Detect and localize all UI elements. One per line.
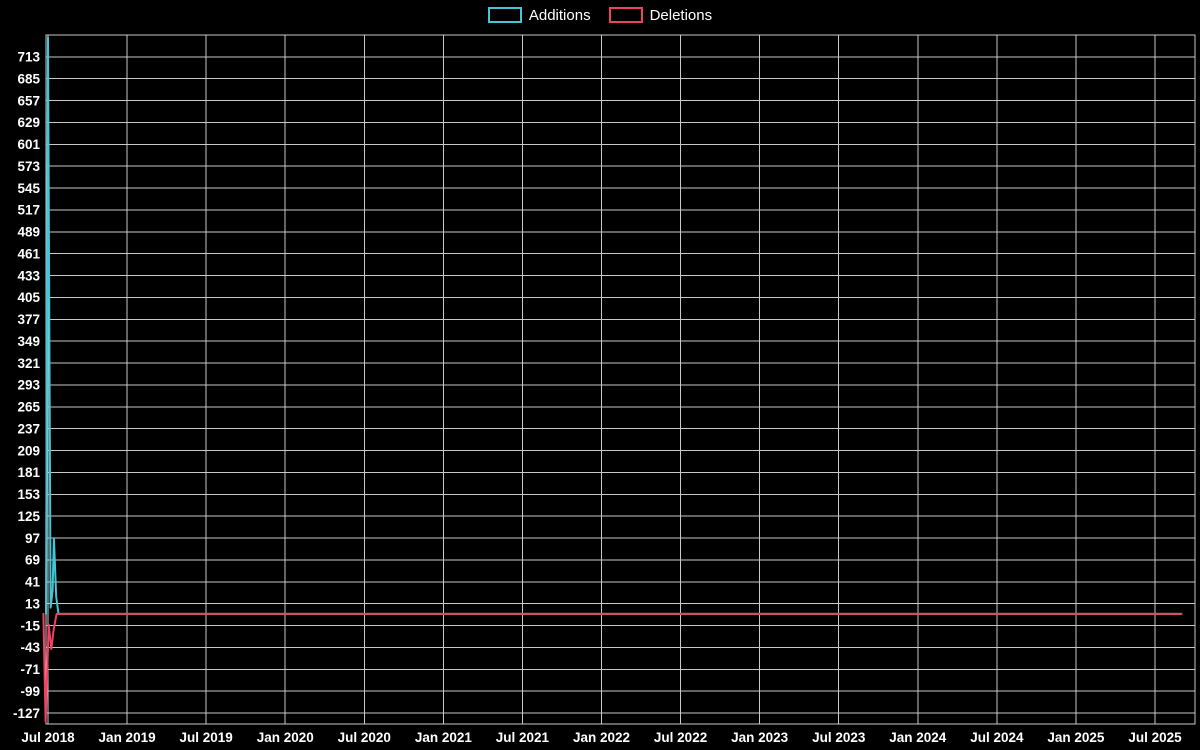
deletions-swatch bbox=[608, 7, 643, 23]
svg-text:Jul 2018: Jul 2018 bbox=[21, 730, 75, 745]
svg-text:293: 293 bbox=[17, 378, 40, 393]
svg-text:69: 69 bbox=[25, 553, 40, 568]
legend-item-deletions: Deletions bbox=[608, 6, 713, 24]
svg-text:265: 265 bbox=[17, 400, 40, 415]
svg-text:Jan 2022: Jan 2022 bbox=[573, 730, 630, 745]
svg-text:209: 209 bbox=[17, 443, 40, 458]
svg-text:Jul 2023: Jul 2023 bbox=[812, 730, 866, 745]
svg-text:377: 377 bbox=[17, 312, 40, 327]
svg-text:713: 713 bbox=[17, 50, 40, 65]
svg-text:Jul 2021: Jul 2021 bbox=[496, 730, 550, 745]
svg-text:Jul 2019: Jul 2019 bbox=[179, 730, 232, 745]
svg-text:601: 601 bbox=[17, 137, 40, 152]
svg-text:517: 517 bbox=[17, 203, 40, 218]
x-axis-labels: Jul 2018 Jan 2019 Jul 2019 Jan 2020 Jul 2020… bbox=[21, 730, 1182, 745]
svg-text:-15: -15 bbox=[20, 618, 40, 633]
svg-text:-99: -99 bbox=[20, 684, 40, 699]
svg-text:405: 405 bbox=[17, 290, 40, 305]
svg-text:97: 97 bbox=[25, 531, 40, 546]
svg-text:Jan 2021: Jan 2021 bbox=[415, 730, 473, 745]
svg-text:545: 545 bbox=[17, 181, 40, 196]
svg-text:573: 573 bbox=[17, 159, 40, 174]
svg-text:-127: -127 bbox=[13, 706, 40, 721]
svg-text:41: 41 bbox=[25, 575, 41, 590]
svg-text:181: 181 bbox=[17, 465, 40, 480]
svg-text:685: 685 bbox=[17, 71, 40, 86]
svg-text:Jan 2025: Jan 2025 bbox=[1047, 730, 1105, 745]
svg-text:657: 657 bbox=[17, 93, 40, 108]
svg-text:153: 153 bbox=[17, 487, 40, 502]
svg-text:433: 433 bbox=[17, 268, 40, 283]
deletions-label: Deletions bbox=[649, 6, 713, 24]
svg-text:Jan 2019: Jan 2019 bbox=[99, 730, 156, 745]
additions-label: Additions bbox=[528, 6, 591, 24]
svg-text:-71: -71 bbox=[20, 662, 40, 677]
additions-swatch bbox=[487, 7, 522, 23]
svg-text:Jul 2020: Jul 2020 bbox=[338, 730, 391, 745]
chart-legend: Additions Deletions bbox=[0, 7, 1200, 23]
svg-text:Jul 2024: Jul 2024 bbox=[970, 730, 1024, 745]
svg-text:237: 237 bbox=[17, 421, 40, 436]
svg-text:349: 349 bbox=[17, 334, 40, 349]
gridlines bbox=[45, 34, 1196, 725]
svg-text:13: 13 bbox=[25, 596, 41, 611]
svg-text:Jul 2022: Jul 2022 bbox=[654, 730, 707, 745]
y-axis-labels: 713 685 657 629 601 573 545 517 489 461 433 405 377 3… bbox=[13, 50, 41, 721]
svg-text:489: 489 bbox=[17, 225, 40, 240]
svg-text:-43: -43 bbox=[20, 640, 40, 655]
legend-item-additions: Additions bbox=[487, 6, 591, 24]
svg-text:Jul 2025: Jul 2025 bbox=[1128, 730, 1182, 745]
svg-text:321: 321 bbox=[17, 356, 40, 371]
svg-text:Jan 2020: Jan 2020 bbox=[257, 730, 314, 745]
svg-text:461: 461 bbox=[17, 246, 40, 261]
svg-text:629: 629 bbox=[17, 115, 40, 130]
svg-text:125: 125 bbox=[17, 509, 40, 524]
deletions-line bbox=[42, 612, 1183, 723]
additions-line bbox=[45, 36, 1183, 615]
svg-text:Jan 2024: Jan 2024 bbox=[889, 730, 947, 745]
svg-text:Jan 2023: Jan 2023 bbox=[731, 730, 789, 745]
